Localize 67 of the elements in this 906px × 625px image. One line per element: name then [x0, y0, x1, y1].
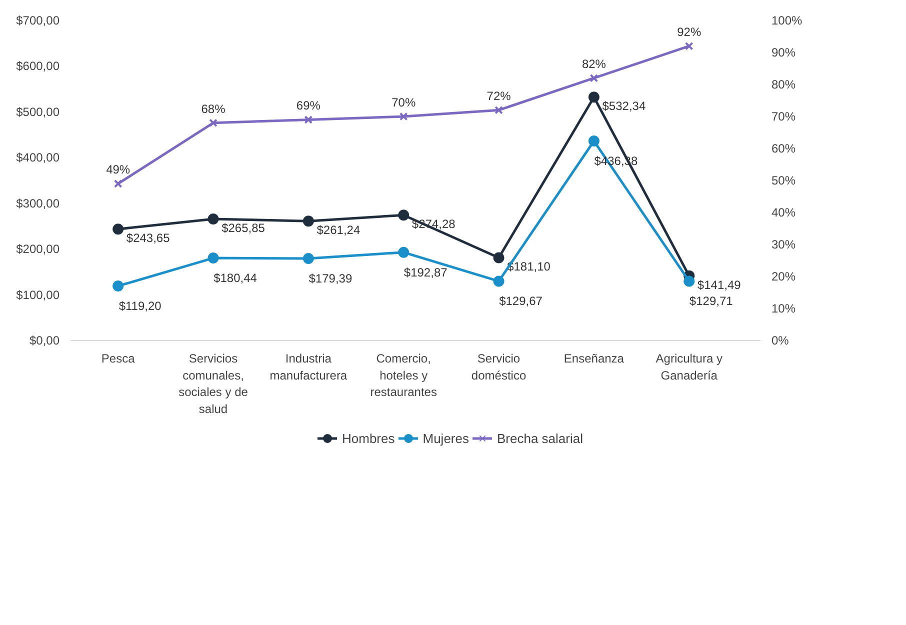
data-label: $179,39 — [308, 271, 352, 286]
data-label: $243,65 — [126, 231, 170, 246]
data-label: $180,44 — [214, 271, 258, 286]
data-label: 92% — [677, 25, 702, 40]
point — [684, 276, 695, 287]
point — [302, 216, 314, 227]
legend-label: Hombres — [342, 430, 395, 446]
data-label: 82% — [582, 57, 606, 72]
x-tick-label: Enseñanza — [564, 352, 624, 366]
y2-tick-label: 60% — [772, 142, 796, 156]
data-label: 70% — [392, 96, 416, 110]
point — [493, 252, 504, 264]
y-tick-label: $0,00 — [29, 334, 60, 348]
point — [209, 118, 218, 128]
data-label: 68% — [201, 102, 226, 116]
y-tick-label: $700,00 — [16, 14, 60, 28]
y2-tick-label: 50% — [772, 174, 796, 188]
point — [208, 213, 219, 224]
data-label: 72% — [486, 89, 512, 104]
y-tick-label: $100,00 — [16, 288, 60, 302]
x-tick-label: Pesca — [101, 352, 136, 366]
y2-tick-label: 80% — [772, 78, 796, 92]
data-label: $129,67 — [499, 294, 543, 308]
data-label: $265,85 — [222, 220, 266, 235]
y2-tick-label: 100% — [772, 14, 803, 28]
y2-tick-label: 20% — [772, 270, 796, 284]
point — [304, 116, 313, 124]
legend-label: Brecha salarial — [497, 430, 583, 446]
data-label: $141,49 — [697, 278, 742, 292]
point — [112, 224, 124, 235]
x-tick-label: Comercio, hoteles y restaurantes — [370, 352, 437, 400]
y-tick-label: $400,00 — [16, 150, 60, 165]
legend-label: Mujeres — [422, 430, 469, 446]
point — [398, 246, 410, 258]
point — [398, 210, 410, 221]
point — [302, 253, 314, 264]
point — [494, 106, 503, 114]
point — [493, 276, 504, 287]
point — [112, 280, 124, 292]
data-label: $192,87 — [404, 265, 448, 280]
x-tick-label: Servicio doméstico — [471, 352, 526, 382]
y2-tick-label: 0% — [772, 334, 790, 348]
point — [590, 74, 598, 82]
data-label: $261,24 — [316, 223, 360, 238]
data-label: $119,20 — [118, 299, 162, 314]
y2-tick-label: 30% — [772, 238, 796, 252]
data-label: $532,34 — [602, 99, 646, 114]
y-tick-label: $300,00 — [16, 196, 60, 210]
point — [399, 112, 408, 121]
y-tick-label: $600,00 — [16, 59, 60, 74]
x-tick-label: Industria manufacturera — [270, 352, 348, 382]
data-label: 69% — [296, 98, 321, 113]
point — [208, 252, 219, 264]
y2-tick-label: 40% — [772, 206, 796, 220]
x-tick-label: Agricultura y Ganadería — [656, 352, 722, 382]
point — [114, 180, 122, 188]
y-tick-label: $500,00 — [16, 104, 60, 119]
x-tick-label: Servicios comunales, sociales y de salud — [178, 352, 248, 416]
y2-tick-label: 10% — [772, 302, 796, 316]
data-label: $129,71 — [689, 294, 734, 308]
y2-tick-label: 70% — [772, 110, 796, 124]
y2-tick-label: 90% — [772, 46, 796, 60]
y-tick-label: $200,00 — [16, 242, 60, 256]
point — [684, 42, 694, 50]
point — [588, 92, 600, 103]
point — [588, 136, 600, 147]
data-label: 49% — [106, 162, 130, 177]
